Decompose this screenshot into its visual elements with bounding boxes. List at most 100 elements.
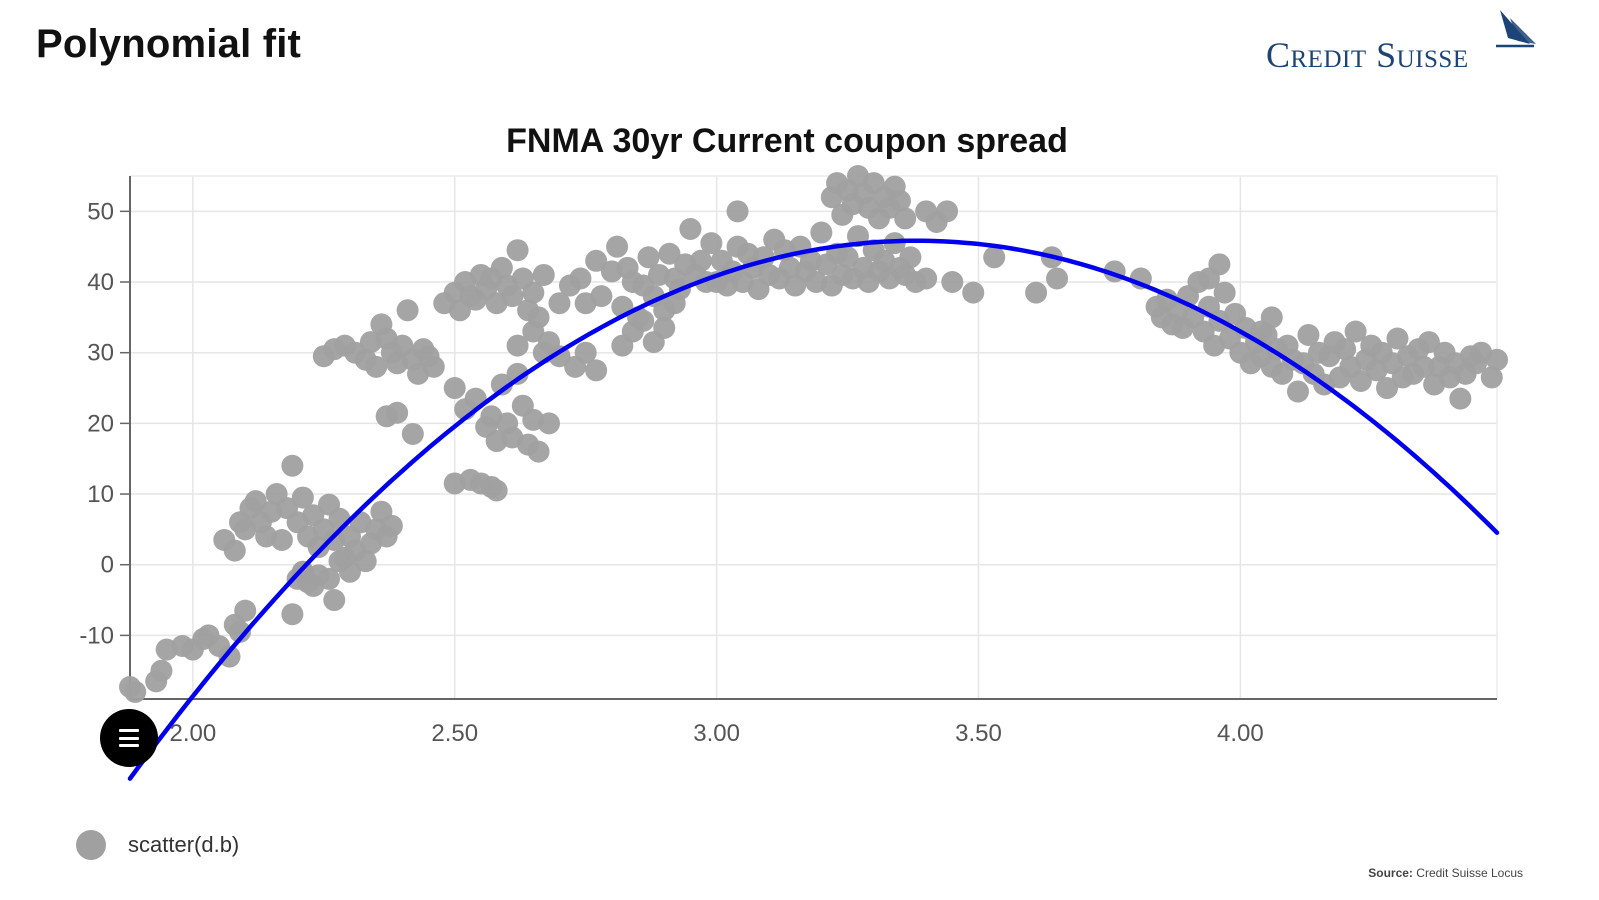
scatter-point [574,341,597,364]
sail-icon [1496,10,1536,48]
scatter-point [1344,320,1367,343]
legend-label: scatter(d.b) [128,832,240,857]
scatter-point [1417,331,1440,354]
scatter-point [270,528,293,551]
scatter-point [983,246,1006,269]
scatter-point [1197,267,1220,290]
source-note: Source: Credit Suisse Locus [1368,866,1523,880]
scatter-point [836,246,859,269]
scatter-point [422,355,445,378]
scatter-point [1286,380,1309,403]
scatter-point [1349,369,1372,392]
scatter-point [318,567,341,590]
scatter-point [1025,281,1048,304]
scatter-point [1386,327,1409,350]
scatter-points [119,165,1508,703]
scatter-point [527,440,550,463]
scatter-point [1480,366,1503,389]
scatter-point [401,422,424,445]
scatter-point [124,680,147,703]
scatter-point [632,309,655,332]
scatter-point [1213,281,1236,304]
legend-swatch-icon [76,830,106,860]
scatter-point [223,539,246,562]
scatter-point [354,550,377,573]
y-tick-label: 20 [87,410,114,437]
x-tick-label: 2.50 [431,720,478,747]
scatter-point [506,239,529,262]
scatter-point [1046,267,1069,290]
scatter-point [1449,387,1472,410]
scatter-point [1412,355,1435,378]
fit-curve-layer [127,238,1500,781]
grid-lines [130,175,1498,699]
scatter-point [291,486,314,509]
scatter-point [888,189,911,212]
scatter-point [590,285,613,308]
y-tick-label: 10 [87,481,114,508]
scatter-point [490,373,513,396]
scatter-point [218,645,241,668]
scatter-point [658,242,681,265]
scatter-point [962,281,985,304]
scatter-point [323,589,346,612]
scatter-point [244,490,267,513]
scatter-point [501,285,524,308]
scatter-point [490,256,513,279]
scatter-point [538,412,561,435]
x-tick-label: 3.00 [693,720,740,747]
scatter-point [150,659,173,682]
credit-suisse-logo: Credit Suisse [1262,8,1552,78]
scatter-point [936,200,959,223]
scatter-point [386,401,409,424]
scatter-point [1376,377,1399,400]
source-text: Credit Suisse Locus [1416,866,1523,880]
scatter-point [1260,306,1283,329]
scatter-point [1297,324,1320,347]
scatter-point [380,514,403,537]
legend-item-scatter[interactable]: scatter(d.b) [76,828,239,862]
y-tick-label: 30 [87,340,114,367]
scatter-point [606,235,629,258]
scatter-point [569,267,592,290]
scatter-point [1334,338,1357,361]
scatter-point [653,316,676,339]
scatter-point [234,599,257,622]
scatter-point [396,299,419,322]
scatter-point [522,320,545,343]
logo-text: Credit Suisse [1266,35,1469,75]
y-tick-label: 40 [87,269,114,296]
polynomial-fit-line [127,238,1500,781]
chart-menu-button[interactable] [100,709,158,767]
scatter-point [585,359,608,382]
scatter-point [941,271,964,294]
scatter-point [548,292,571,315]
scatter-point [485,479,508,502]
hamburger-icon [119,729,139,747]
y-tick-label: -10 [79,622,114,649]
scatter-point [585,249,608,272]
scatter-point [637,246,660,269]
page-title: Polynomial fit [36,22,302,66]
scatter-point [532,263,555,286]
y-tick-label: 50 [87,198,114,225]
scatter-point [228,620,251,643]
source-label: Source: [1368,866,1413,880]
tick-labels: 2.00 2.50 3.00 3.50 4.00 -10 0 10 20 30 40 50 [79,198,1263,747]
scatter-point [894,207,917,230]
y-tick-label: 0 [101,552,114,579]
scatter-point [443,377,466,400]
scatter-point [281,603,304,626]
chart-title: FNMA 30yr Current coupon spread [506,122,1068,160]
scatter-point [700,232,723,255]
x-tick-label: 4.00 [1217,720,1264,747]
scatter-point [506,334,529,357]
scatter-point [522,281,545,304]
x-tick-label: 3.50 [955,720,1002,747]
axes [120,176,1497,700]
scatter-point [506,362,529,385]
scatter-point [679,218,702,241]
scatter-point [726,200,749,223]
scatter-point [689,249,712,272]
